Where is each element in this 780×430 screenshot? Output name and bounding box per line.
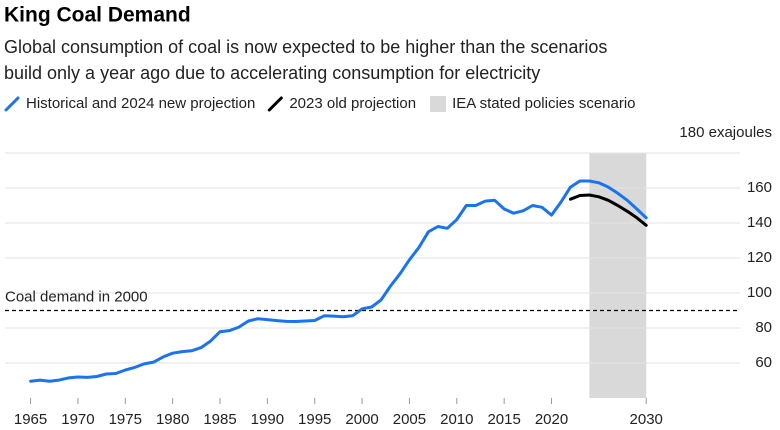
legend-label: Historical and 2024 new projection	[26, 95, 255, 112]
x-tick-label: 1970	[61, 411, 94, 428]
line-series	[569, 193, 648, 227]
legend-swatch	[430, 96, 447, 112]
legend-swatch	[267, 96, 283, 112]
x-tick-label: 1995	[298, 411, 331, 428]
y-tick-label: 60	[755, 354, 772, 371]
x-tick-label: 1980	[156, 411, 189, 428]
x-tick-label: 2015	[487, 411, 520, 428]
y-tick-label: 160	[747, 179, 772, 196]
y-tick-label: 120	[747, 249, 772, 266]
y-tick-label: 100	[747, 284, 772, 301]
y-tick-label: 180 exajoules	[679, 124, 772, 141]
subtitle: build only a year ago due to acceleratin…	[4, 63, 540, 83]
x-tick-label: 2030	[630, 411, 663, 428]
annotation: Coal demand in 2000	[5, 288, 148, 305]
x-tick-label: 2000	[345, 411, 378, 428]
x-tick-label: 2010	[440, 411, 473, 428]
legend-swatch	[4, 96, 20, 112]
x-tick-label: 1990	[251, 411, 284, 428]
line-series	[29, 179, 648, 383]
legend-label: 2023 old projection	[289, 95, 416, 112]
x-tick-label: 2005	[393, 411, 426, 428]
scenario-band	[589, 153, 647, 398]
subtitle: Global consumption of coal is now expect…	[4, 37, 607, 57]
y-tick-label: 80	[755, 319, 772, 336]
x-tick-label: 1975	[109, 411, 142, 428]
chart-title: King Coal Demand	[4, 4, 191, 27]
y-tick-label: 140	[747, 214, 772, 231]
x-tick-label: 2020	[535, 411, 568, 428]
x-tick-label: 1965	[14, 411, 47, 428]
legend-label: IEA stated policies scenario	[452, 95, 635, 112]
x-tick-label: 1985	[203, 411, 236, 428]
